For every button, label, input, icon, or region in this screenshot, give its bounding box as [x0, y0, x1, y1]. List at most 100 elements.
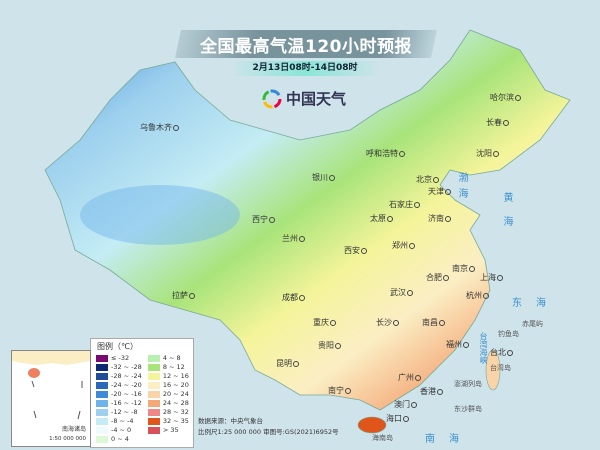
- city-marker: 石家庄: [389, 200, 421, 209]
- city-marker: 天津: [428, 187, 452, 196]
- city-label: 昆明: [276, 359, 292, 368]
- city-marker: 海口: [386, 414, 410, 423]
- legend-swatch: [96, 435, 108, 443]
- city-dot-icon: [189, 292, 195, 299]
- city-label: 武汉: [390, 288, 406, 297]
- taiwan-island: [485, 349, 501, 391]
- city-marker: 哈尔滨: [490, 93, 522, 102]
- legend-label: ≤ -32: [111, 354, 130, 362]
- city-marker: 澳门: [394, 400, 418, 409]
- city-marker: 南京: [452, 264, 476, 273]
- city-dot-icon: [515, 94, 521, 101]
- legend-label: -16 ~ -12: [111, 399, 142, 407]
- city-label: 济南: [428, 214, 444, 223]
- legend-item: 4 ~ 8: [147, 354, 189, 362]
- logo: 中国天气: [262, 88, 346, 109]
- legend-label: 16 ~ 20: [162, 381, 189, 389]
- city-label: 澳门: [394, 400, 410, 409]
- legend-swatch: [147, 354, 160, 362]
- city-marker: 合肥: [426, 273, 450, 282]
- city-label: 郑州: [392, 241, 408, 250]
- city-label: 拉萨: [172, 291, 188, 300]
- legend-item: 8 ~ 12: [147, 363, 189, 371]
- city-dot-icon: [469, 265, 475, 272]
- legend-item: 20 ~ 24: [147, 390, 189, 398]
- city-marker: 福州: [446, 340, 470, 349]
- legend-swatch: [96, 426, 108, 434]
- city-marker: 贵阳: [318, 341, 342, 350]
- city-dot-icon: [299, 294, 305, 301]
- city-label: 南昌: [422, 318, 438, 327]
- legend-swatch: [96, 372, 108, 380]
- city-marker: 呼和浩特: [366, 149, 406, 158]
- city-dot-icon: [409, 242, 415, 249]
- city-dot-icon: [433, 176, 439, 183]
- city-dot-icon: [443, 274, 449, 281]
- page-title: 全国最高气温120小时预报: [200, 37, 412, 57]
- subtitle-bar: [230, 61, 380, 76]
- city-marker: 郑州: [392, 241, 416, 250]
- city-dot-icon: [483, 292, 489, 299]
- city-marker: 香港: [420, 387, 444, 396]
- city-label: 台北: [490, 348, 506, 357]
- city-label: 兰州: [282, 234, 298, 243]
- legend-label: 8 ~ 12: [162, 363, 185, 371]
- island-label-penghu: 澎湖列岛: [454, 380, 482, 388]
- legend-swatch: [147, 408, 160, 416]
- legend-swatch: [96, 390, 108, 398]
- legend-title: 图例（℃）: [97, 342, 138, 351]
- city-dot-icon: [403, 415, 409, 422]
- qinghai-tibet-cold-region: [80, 185, 240, 245]
- city-dot-icon: [497, 274, 503, 281]
- city-dot-icon: [361, 247, 367, 254]
- city-dot-icon: [299, 235, 305, 242]
- city-dot-icon: [329, 174, 335, 181]
- city-marker: 长沙: [376, 318, 400, 327]
- city-dot-icon: [173, 124, 179, 131]
- city-marker: 南宁: [328, 386, 352, 395]
- city-label: 福州: [446, 340, 462, 349]
- legend-label: 12 ~ 16: [162, 372, 189, 380]
- legend-item: -16 ~ -12: [96, 399, 142, 407]
- inset-map: [12, 351, 90, 420]
- city-dot-icon: [387, 215, 393, 222]
- city-marker: 重庆: [313, 318, 337, 327]
- city-marker: 西宁: [252, 215, 276, 224]
- city-dot-icon: [293, 360, 299, 367]
- city-dot-icon: [415, 374, 421, 381]
- city-label: 银川: [312, 173, 328, 182]
- city-dot-icon: [269, 216, 275, 223]
- legend-item: 24 ~ 28: [147, 399, 189, 407]
- city-marker: 成都: [282, 293, 306, 302]
- legend-swatch: [96, 408, 108, 416]
- city-label: 天津: [428, 187, 444, 196]
- legend-item: -20 ~ -16: [96, 390, 142, 398]
- legend-label: 24 ~ 28: [162, 399, 189, 407]
- city-label: 呼和浩特: [366, 149, 398, 158]
- scale-and-approval: 比例尺1:25 000 000 审图号:GS(2021)6952号: [198, 428, 339, 436]
- city-label: 贵阳: [318, 341, 334, 350]
- legend-label: -12 ~ -8: [111, 408, 138, 416]
- legend-label: -20 ~ -16: [111, 390, 142, 398]
- city-label: 南京: [452, 264, 468, 273]
- legend-item: -4 ~ 0: [96, 426, 142, 434]
- sea-label-nanhai: 南海: [425, 434, 473, 445]
- hainan-island: [357, 416, 387, 434]
- south-china-sea-inset: 南海诸岛 1:50 000 000: [11, 350, 91, 447]
- legend-label: 0 ~ 4: [111, 435, 129, 443]
- data-source: 数据来源：中央气象台: [198, 417, 263, 425]
- legend-swatch: [147, 390, 160, 398]
- city-dot-icon: [399, 150, 405, 157]
- city-marker: 长春: [486, 118, 510, 127]
- sea-label-taiwan-strait: 台湾海峡: [479, 332, 488, 364]
- city-dot-icon: [463, 341, 469, 348]
- city-dot-icon: [345, 387, 351, 394]
- legend-label: 4 ~ 8: [162, 354, 181, 362]
- city-dot-icon: [393, 319, 399, 326]
- legend-label: -32 ~ -28: [111, 363, 142, 371]
- city-dot-icon: [437, 388, 443, 395]
- city-marker: 济南: [428, 214, 452, 223]
- legend-item: ≤ -32: [96, 354, 142, 362]
- city-label: 太原: [370, 214, 386, 223]
- city-label: 广州: [398, 373, 414, 382]
